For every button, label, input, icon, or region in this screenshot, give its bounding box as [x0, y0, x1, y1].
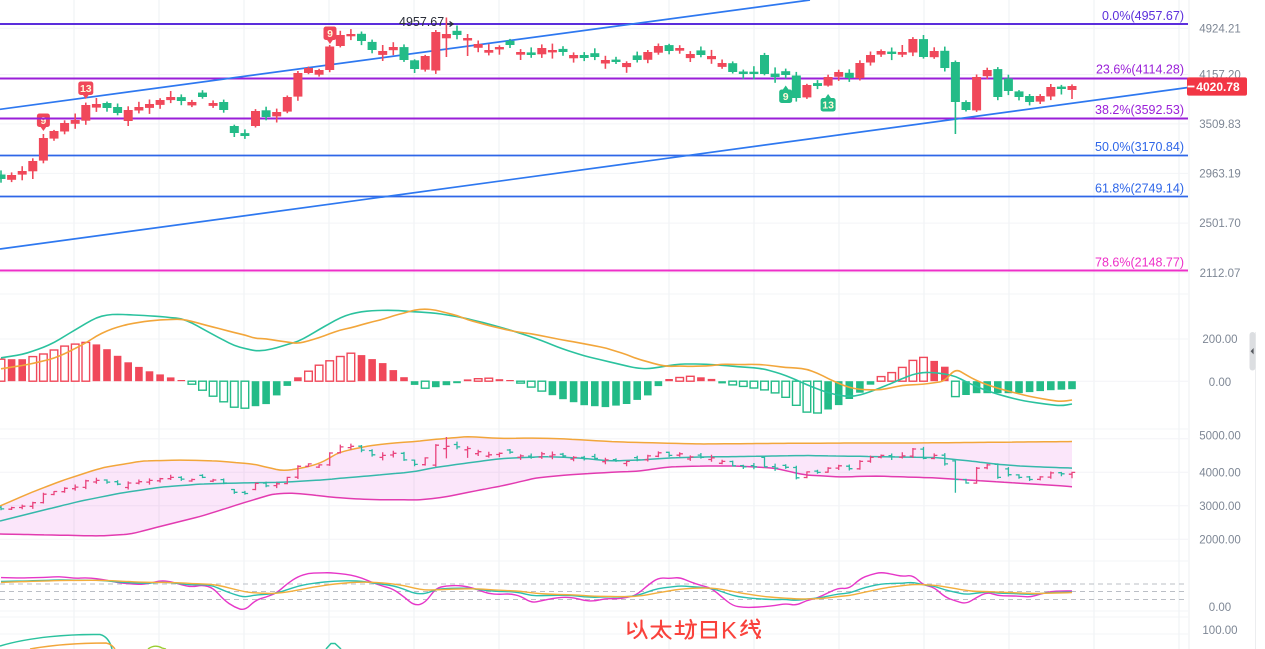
svg-text:2112.07: 2112.07	[1200, 268, 1241, 280]
svg-text:9: 9	[40, 115, 46, 127]
svg-text:4924.21: 4924.21	[1199, 23, 1241, 35]
svg-text:3509.83: 3509.83	[1199, 119, 1241, 131]
svg-text:9: 9	[783, 91, 789, 103]
svg-text:4020.78: 4020.78	[1196, 80, 1240, 94]
svg-text:38.2%(3592.53): 38.2%(3592.53)	[1095, 103, 1184, 117]
svg-text:13: 13	[822, 100, 834, 112]
svg-text:2501.70: 2501.70	[1199, 218, 1241, 230]
svg-text:78.6%(2148.77): 78.6%(2148.77)	[1095, 256, 1184, 270]
svg-text:9: 9	[327, 28, 333, 40]
svg-text:200.00: 200.00	[1202, 334, 1237, 346]
svg-text:5000.00: 5000.00	[1199, 431, 1241, 443]
svg-text:4957.67: 4957.67	[399, 15, 444, 29]
svg-text:K: K	[721, 618, 737, 645]
svg-text:2963.19: 2963.19	[1199, 169, 1241, 181]
svg-text:61.8%(2749.14): 61.8%(2749.14)	[1095, 182, 1184, 196]
svg-text:0.0%(4957.67): 0.0%(4957.67)	[1102, 9, 1184, 23]
svg-text:0.00: 0.00	[1209, 602, 1231, 614]
svg-text:13: 13	[80, 83, 92, 95]
svg-text:100.00: 100.00	[1202, 625, 1237, 637]
svg-text:50.0%(3170.84): 50.0%(3170.84)	[1095, 140, 1184, 154]
svg-text:4000.00: 4000.00	[1199, 467, 1241, 479]
svg-text:0.00: 0.00	[1209, 377, 1231, 389]
svg-text:3000.00: 3000.00	[1199, 501, 1241, 513]
svg-text:23.6%(4114.28): 23.6%(4114.28)	[1096, 63, 1184, 77]
svg-text:2000.00: 2000.00	[1199, 534, 1241, 546]
